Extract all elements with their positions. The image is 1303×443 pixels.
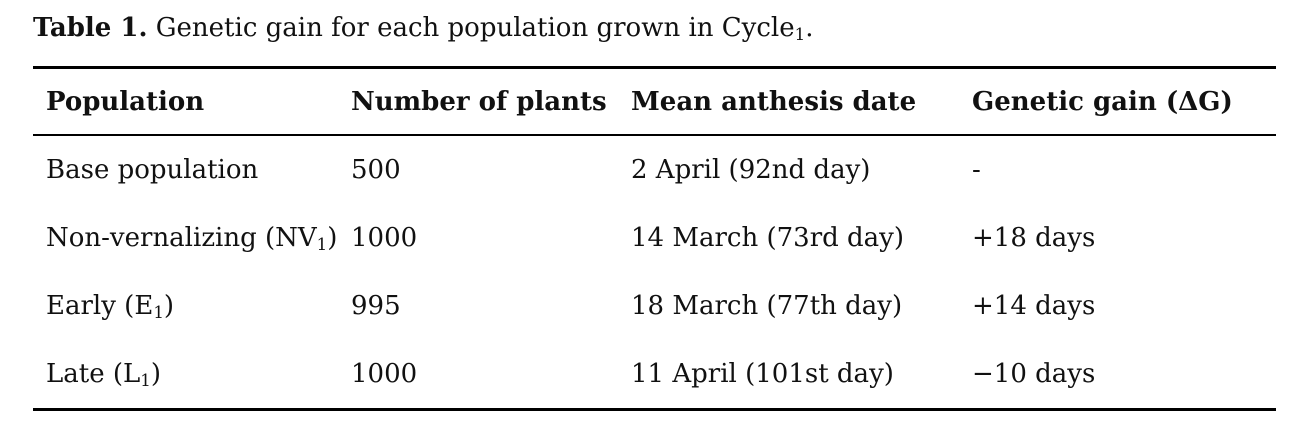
paper-table-figure: Table 1. Genetic gain for each populatio…	[33, 12, 1276, 411]
cell-mean-anthesis-date: 2 April (92nd day)	[631, 155, 871, 185]
column-header-mean-anthesis-date: Mean anthesis date	[631, 67, 972, 136]
cell-number-of-plants: 1000	[351, 359, 418, 389]
cell-genetic-gain: -	[972, 155, 981, 185]
table-row-base-population: Base population 500 2 April (92nd day) -	[33, 135, 1276, 204]
cell-population: Non-vernalizing (NV1)	[46, 223, 338, 254]
column-header-population: Population	[33, 67, 351, 136]
table-row-early: Early (E1) 995 18 March (77th day) +14 d…	[33, 272, 1276, 340]
genetic-gain-table: Population Number of plants Mean anthesi…	[33, 66, 1276, 411]
table-caption-label: Table 1.	[33, 13, 148, 43]
cell-mean-anthesis-date: 14 March (73rd day)	[631, 223, 905, 253]
cell-number-of-plants: 1000	[351, 223, 418, 253]
table-caption-text: Genetic gain for each population grown i…	[147, 13, 795, 43]
cell-population: Late (L1)	[46, 359, 162, 390]
cell-population: Early (E1)	[46, 291, 175, 322]
cell-number-of-plants: 500	[351, 155, 401, 185]
column-header-genetic-gain: Genetic gain (ΔG)	[972, 67, 1276, 136]
cell-population: Base population	[46, 155, 259, 185]
table-caption-subscript: 1	[794, 24, 806, 44]
cell-mean-anthesis-date: 11 April (101st day)	[631, 359, 894, 389]
table-row-non-vernalizing: Non-vernalizing (NV1) 1000 14 March (73r…	[33, 204, 1276, 272]
cell-genetic-gain: +14 days	[972, 291, 1096, 321]
table-caption-period: .	[805, 13, 814, 43]
table-row-late: Late (L1) 1000 11 April (101st day) −10 …	[33, 340, 1276, 410]
table-header-row: Population Number of plants Mean anthesi…	[33, 67, 1276, 136]
table-caption: Table 1. Genetic gain for each populatio…	[33, 12, 1275, 45]
column-header-number-of-plants: Number of plants	[351, 67, 631, 136]
cell-genetic-gain: −10 days	[972, 359, 1096, 389]
cell-mean-anthesis-date: 18 March (77th day)	[631, 291, 903, 321]
cell-genetic-gain: +18 days	[972, 223, 1096, 253]
cell-number-of-plants: 995	[351, 291, 401, 321]
